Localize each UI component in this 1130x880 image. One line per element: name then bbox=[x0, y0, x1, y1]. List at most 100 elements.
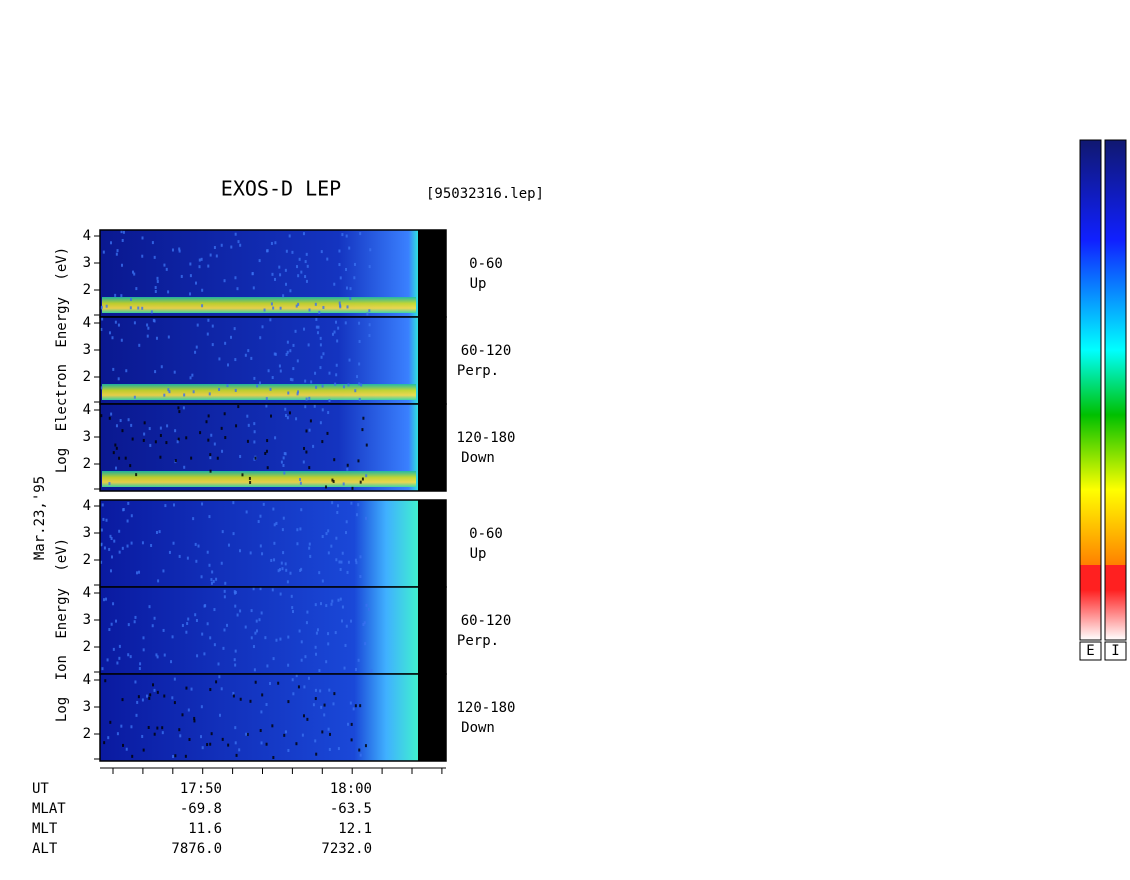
speckle bbox=[254, 631, 257, 635]
speckle bbox=[333, 330, 336, 334]
speckle bbox=[150, 310, 153, 314]
speckle bbox=[234, 232, 237, 236]
speckle bbox=[346, 467, 349, 471]
speckle bbox=[336, 510, 339, 514]
date: Mar.23,'95 bbox=[32, 476, 48, 560]
speckle bbox=[192, 517, 195, 521]
speckle bbox=[237, 405, 240, 409]
speckle bbox=[143, 432, 146, 436]
speckle bbox=[305, 252, 308, 256]
speckle bbox=[114, 466, 117, 470]
speckle bbox=[247, 349, 250, 353]
speckle bbox=[327, 727, 330, 731]
speckle bbox=[117, 323, 120, 327]
speckle bbox=[108, 331, 111, 335]
speckle bbox=[266, 439, 269, 443]
speckle bbox=[327, 411, 330, 415]
speckle bbox=[209, 636, 212, 640]
speckle bbox=[130, 297, 133, 301]
speckle bbox=[271, 272, 274, 276]
speckle bbox=[103, 546, 106, 550]
speckle bbox=[179, 734, 182, 738]
speckle bbox=[304, 379, 307, 383]
speckle bbox=[257, 520, 260, 524]
speckle bbox=[261, 552, 264, 556]
speckle bbox=[134, 680, 137, 684]
speckle bbox=[249, 551, 252, 555]
speckle bbox=[260, 611, 263, 615]
y-tick-label: 4 bbox=[83, 315, 91, 331]
speckle bbox=[201, 632, 204, 636]
speckle bbox=[331, 478, 334, 482]
speckle bbox=[289, 289, 292, 293]
speckle bbox=[234, 726, 237, 730]
y-tick-label: 4 bbox=[83, 585, 91, 601]
speckle bbox=[306, 264, 309, 268]
spectrogram bbox=[100, 500, 418, 587]
speckle bbox=[103, 741, 106, 745]
speckle bbox=[188, 737, 191, 741]
speckle bbox=[235, 753, 238, 757]
speckle bbox=[170, 660, 173, 664]
speckle bbox=[127, 418, 130, 422]
speckle bbox=[354, 389, 357, 393]
speckle bbox=[346, 305, 349, 309]
speckle bbox=[289, 571, 292, 575]
speckle bbox=[303, 327, 306, 331]
speckle bbox=[157, 579, 160, 583]
speckle bbox=[146, 334, 149, 338]
speckle bbox=[224, 341, 227, 345]
speckle bbox=[121, 546, 124, 550]
speckle bbox=[314, 645, 317, 649]
speckle bbox=[354, 558, 357, 562]
speckle bbox=[153, 732, 156, 736]
speckle bbox=[280, 561, 283, 565]
speckle bbox=[115, 252, 118, 256]
speckle bbox=[201, 502, 204, 506]
speckle bbox=[121, 429, 124, 433]
speckle bbox=[174, 459, 177, 463]
speckle bbox=[206, 622, 209, 626]
speckle bbox=[101, 503, 104, 507]
speckle bbox=[320, 250, 323, 254]
speckle bbox=[100, 560, 103, 564]
speckle bbox=[327, 529, 330, 533]
speckle bbox=[288, 411, 291, 415]
speckle bbox=[285, 568, 288, 572]
speckle bbox=[259, 587, 262, 591]
speckle bbox=[270, 414, 273, 418]
speckle bbox=[159, 433, 162, 437]
speckle bbox=[185, 686, 188, 690]
speckle bbox=[184, 754, 187, 758]
speckle bbox=[110, 537, 113, 541]
speckle bbox=[298, 257, 301, 261]
speckle bbox=[142, 748, 145, 752]
speckle bbox=[318, 669, 321, 673]
spectrogram-band bbox=[102, 384, 416, 400]
direction-label: Down bbox=[461, 720, 495, 736]
speckle bbox=[266, 466, 269, 470]
speckle bbox=[309, 419, 312, 423]
speckle bbox=[312, 444, 315, 448]
speckle bbox=[234, 276, 237, 280]
speckle bbox=[305, 450, 308, 454]
speckle bbox=[121, 238, 124, 242]
speckle bbox=[241, 473, 244, 477]
speckle bbox=[194, 350, 197, 354]
speckle bbox=[110, 412, 113, 416]
speckle bbox=[306, 610, 309, 614]
speckle bbox=[314, 371, 317, 375]
speckle bbox=[126, 544, 129, 548]
speckle bbox=[321, 579, 324, 583]
speckle bbox=[172, 754, 175, 758]
speckle bbox=[366, 312, 369, 316]
speckle bbox=[195, 559, 198, 563]
speckle bbox=[133, 395, 136, 399]
speckle bbox=[146, 323, 149, 327]
speckle bbox=[154, 290, 157, 294]
speckle bbox=[166, 424, 169, 428]
angle-label: 0-60 bbox=[469, 256, 503, 272]
speckle bbox=[297, 685, 300, 689]
speckle bbox=[339, 597, 342, 601]
speckle bbox=[125, 747, 128, 751]
